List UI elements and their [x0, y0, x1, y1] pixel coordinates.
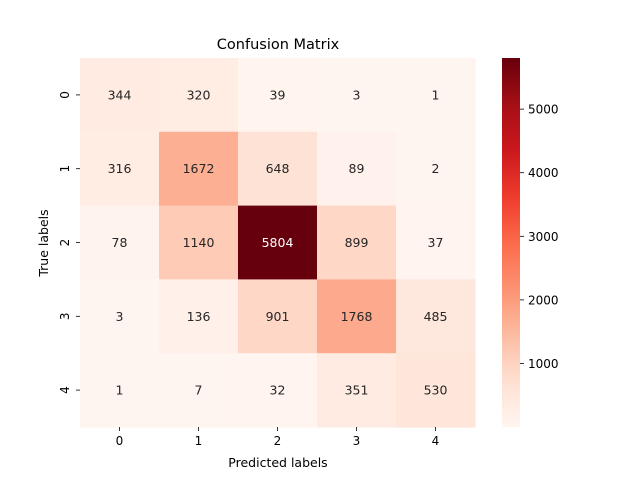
- heatmap-cells: [80, 58, 476, 428]
- y-tick-label: 0: [58, 91, 72, 99]
- x-tick-label: 2: [274, 434, 282, 448]
- cell-annotation: 37: [428, 235, 444, 250]
- colorbar: [502, 58, 520, 427]
- heatmap-cell: [159, 205, 239, 280]
- cell-annotation: 901: [266, 309, 290, 324]
- cell-annotation: 1: [116, 383, 124, 398]
- chart-title: Confusion Matrix: [217, 37, 340, 53]
- cell-annotation: 1768: [341, 309, 373, 324]
- colorbar-tick-label: 3000: [528, 230, 559, 244]
- heatmap-cell: [317, 131, 397, 207]
- y-axis-label: True labels: [36, 209, 51, 277]
- y-tick-label: 4: [58, 386, 72, 394]
- heatmap-cell: [396, 58, 476, 133]
- cell-annotation: 485: [424, 309, 448, 324]
- heatmap-cell: [317, 279, 397, 354]
- cell-annotation: 3: [353, 87, 361, 102]
- x-tick-label: 4: [432, 434, 440, 448]
- x-tick-label: 1: [195, 434, 203, 448]
- cell-annotation: 3: [116, 309, 124, 324]
- heatmap-cell: [238, 58, 318, 133]
- y-axis-ticks: 0 1 2 3 4: [58, 91, 80, 394]
- heatmap-cell: [80, 279, 160, 354]
- cell-annotation: 1: [432, 87, 440, 102]
- x-axis-label: Predicted labels: [228, 455, 327, 470]
- heatmap-cell: [80, 58, 160, 133]
- heatmap-cell: [317, 353, 397, 428]
- heatmap-cell: [317, 58, 397, 133]
- colorbar-tick-label: 2000: [528, 293, 559, 307]
- cell-annotation: 899: [345, 235, 369, 250]
- cell-annotation: 5804: [262, 235, 294, 250]
- heatmap-cell: [238, 131, 318, 207]
- cell-annotations: 344 320 39 3 1 316 1672 648 89 2 78 1140 5804 899 37 3 1…: [108, 87, 448, 397]
- x-tick-label: 3: [353, 434, 361, 448]
- cell-annotation: 351: [345, 383, 369, 398]
- cell-annotation: 32: [270, 383, 286, 398]
- cell-annotation: 89: [349, 161, 365, 176]
- heatmap-cell: [159, 58, 239, 133]
- x-tick-label: 0: [116, 434, 124, 448]
- y-tick-label: 1: [58, 165, 72, 173]
- heatmap-cell: [396, 353, 476, 428]
- cell-annotation: 7: [195, 383, 203, 398]
- heatmap-cell: [159, 279, 239, 354]
- colorbar-tick-label: 1000: [528, 357, 559, 371]
- heatmap-cell: [80, 131, 160, 207]
- heatmap-cell: [80, 353, 160, 428]
- cell-annotation: 39: [270, 87, 286, 102]
- colorbar-tick-label: 4000: [528, 166, 559, 180]
- cell-annotation: 1672: [183, 161, 215, 176]
- heatmap-cell: [80, 205, 160, 280]
- heatmap-cell: [238, 353, 318, 428]
- heatmap-cell: [159, 353, 239, 428]
- heatmap-cell: [396, 279, 476, 354]
- heatmap-cell: [238, 205, 318, 280]
- cell-annotation: 344: [108, 87, 132, 102]
- y-tick-label: 3: [58, 312, 72, 320]
- cell-annotation: 648: [266, 161, 290, 176]
- y-tick-label: 2: [58, 239, 72, 247]
- colorbar-ticks: 1000 2000 3000 4000 5000: [520, 103, 559, 371]
- cell-annotation: 530: [424, 383, 448, 398]
- cell-annotation: 2: [432, 161, 440, 176]
- heatmap-cell: [159, 131, 239, 207]
- colorbar-tick-label: 5000: [528, 103, 559, 117]
- heatmap-cell: [238, 279, 318, 354]
- cell-annotation: 78: [112, 235, 128, 250]
- heatmap-cell: [396, 131, 476, 207]
- cell-annotation: 320: [187, 87, 211, 102]
- heatmap-cell: [396, 205, 476, 280]
- cell-annotation: 136: [187, 309, 211, 324]
- heatmap-cell: [317, 205, 397, 280]
- cell-annotation: 1140: [183, 235, 215, 250]
- cell-annotation: 316: [108, 161, 132, 176]
- x-axis-ticks: 0 1 2 3 4: [116, 427, 440, 448]
